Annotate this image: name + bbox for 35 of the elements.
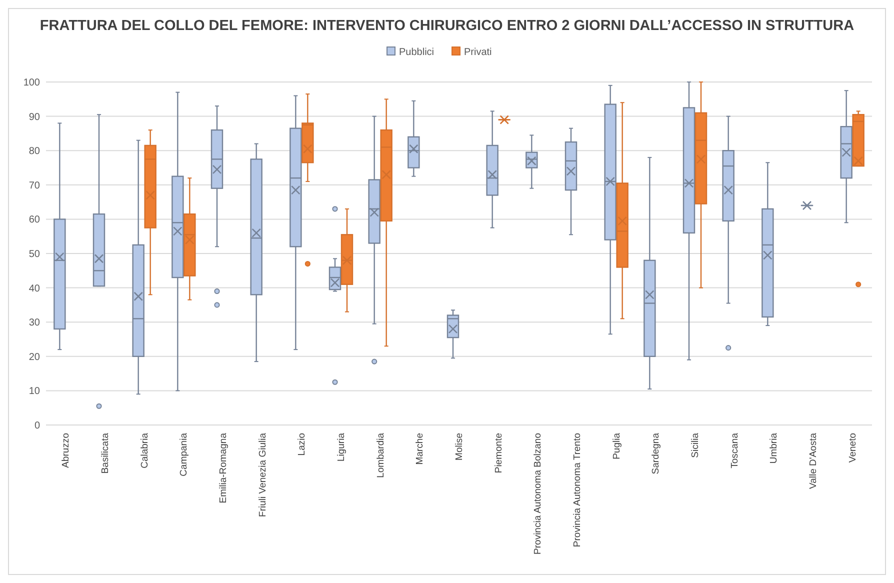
y-tick-label: 100 <box>23 78 40 88</box>
x-tick-label: Piemonte <box>493 433 504 474</box>
y-tick-label: 30 <box>28 318 40 329</box>
x-tick-label: Puglia <box>611 432 622 460</box>
x-tick-label: Provincia Autonoma Bolzano <box>532 433 544 554</box>
x-tick-label: Lombardia <box>375 432 386 478</box>
y-tick-label: 40 <box>28 283 40 294</box>
y-tick-label: 80 <box>28 146 40 158</box>
x-tick-label: Lazio <box>296 433 308 456</box>
x-tick-label: Marche <box>414 433 426 465</box>
x-tick-label: Toscana <box>729 432 740 468</box>
x-tick-label: Valle D'Aosta <box>808 432 819 490</box>
x-tick-label: Friuli Venezia Giulia <box>257 432 268 517</box>
x-tick-label: Provincia Autonoma Trento <box>572 433 583 548</box>
x-tick-label: Calabria <box>139 432 150 468</box>
x-tick-label: Molise <box>454 433 465 460</box>
x-tick-label: Basilicata <box>100 432 111 474</box>
x-tick-label: Campania <box>178 432 190 476</box>
x-tick-label: Abruzzo <box>60 433 72 468</box>
y-tick-label: 60 <box>28 214 40 226</box>
y-tick-label: 10 <box>28 386 40 398</box>
y-tick-label: 50 <box>28 249 40 260</box>
legend-label: Pubblici <box>399 47 434 58</box>
x-tick-label: Emilia-Romagna <box>218 432 229 504</box>
x-tick-label: Veneto <box>847 433 858 463</box>
y-tick-label: 70 <box>28 180 40 192</box>
x-tick-label: Liguria <box>336 432 347 462</box>
y-tick-label: 0 <box>34 420 40 432</box>
x-tick-label: Sardegna <box>650 432 662 474</box>
chart-title: FRATTURA DEL COLLO DEL FEMORE: INTERVENTO CHIRURGICO ENTRO 2 GIORNI DALL’ACCESSO IN STRUTTURA <box>40 18 855 34</box>
y-tick-label: 20 <box>28 352 40 363</box>
y-tick-label: 90 <box>28 112 40 123</box>
x-tick-label: Sicilia <box>690 432 701 458</box>
legend-label: Privati <box>464 47 492 58</box>
x-tick-label: Umbria <box>768 432 780 464</box>
